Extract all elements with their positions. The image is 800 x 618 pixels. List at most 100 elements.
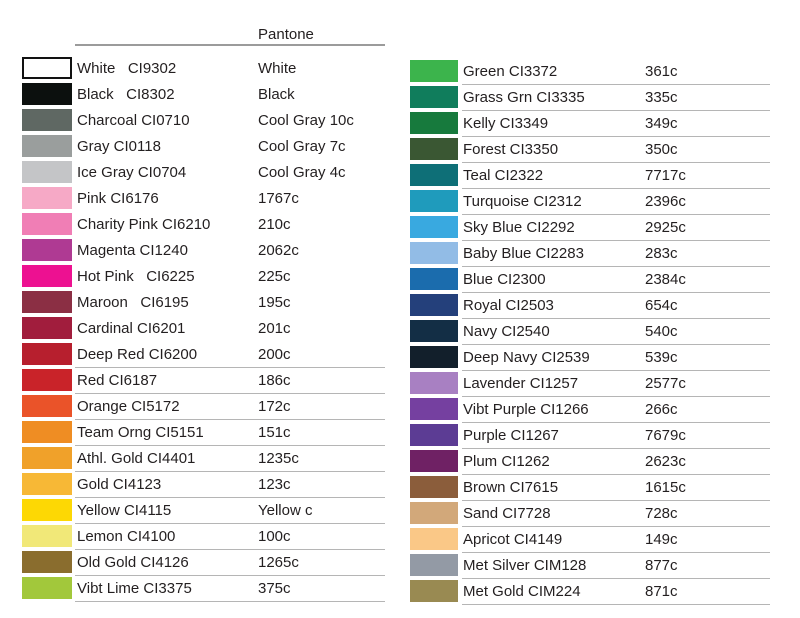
color-name-code: Cardinal CI6201 [77, 320, 186, 337]
pantone-value: 1615c [645, 479, 686, 496]
row-underline [462, 422, 770, 423]
row-underline [462, 526, 770, 527]
pantone-value: 100c [258, 528, 291, 545]
color-name-code: Magenta CI1240 [77, 242, 188, 259]
color-swatch [22, 551, 72, 573]
color-name-code: Baby Blue CI2283 [463, 245, 584, 262]
color-name-code: Orange CI5172 [77, 398, 180, 415]
color-name-code: Charcoal CI0710 [77, 112, 190, 129]
color-column-right: Green CI3372 361c Grass Grn CI3335 335c Kell… [410, 59, 770, 605]
pantone-value: 2396c [645, 193, 686, 210]
color-name-code: Met Silver CIM128 [463, 557, 587, 574]
pantone-value: 2384c [645, 271, 686, 288]
pantone-value: Cool Gray 7c [258, 138, 346, 155]
color-name-code: Plum CI1262 [463, 453, 550, 470]
color-swatch [410, 372, 458, 394]
row-underline [75, 471, 385, 472]
color-row-white: White CI9302 White [22, 56, 385, 82]
pantone-value: 200c [258, 346, 291, 363]
color-name-code: Vibt Lime CI3375 [77, 580, 192, 597]
color-swatch [22, 447, 72, 469]
pantone-value: 186c [258, 372, 291, 389]
pantone-value: 225c [258, 268, 291, 285]
color-swatch [410, 424, 458, 446]
row-underline [462, 344, 770, 345]
row-underline [462, 136, 770, 137]
pantone-value: 151c [258, 424, 291, 441]
pantone-value: 349c [645, 115, 678, 132]
row-underline [462, 370, 770, 371]
pantone-value: Yellow c [258, 502, 313, 519]
pantone-value: 149c [645, 531, 678, 548]
color-row-baby-blue: Baby Blue CI2283 283c [410, 241, 770, 267]
pantone-value: 335c [645, 89, 678, 106]
color-swatch [410, 60, 458, 82]
color-name-code: Blue CI2300 [463, 271, 546, 288]
color-swatch [410, 554, 458, 576]
row-underline [75, 445, 385, 446]
color-row-plum: Plum CI1262 2623c [410, 449, 770, 475]
color-row-teal: Teal CI2322 7717c [410, 163, 770, 189]
pantone-value: Black [258, 86, 295, 103]
color-swatch [22, 57, 72, 79]
row-underline [462, 214, 770, 215]
color-row-team-orng: Team Orng CI5151 151c [22, 420, 385, 446]
pantone-value: 1767c [258, 190, 299, 207]
color-swatch [22, 499, 72, 521]
color-row-deep-red: Deep Red CI6200 200c [22, 342, 385, 368]
row-underline [75, 523, 385, 524]
pantone-value: 210c [258, 216, 291, 233]
color-row-gold: Gold CI4123 123c [22, 472, 385, 498]
pantone-value: 123c [258, 476, 291, 493]
row-underline [462, 578, 770, 579]
color-name-code: Forest CI3350 [463, 141, 559, 158]
color-swatch [410, 190, 458, 212]
color-row-apricot: Apricot CI4149 149c [410, 527, 770, 553]
color-swatch [22, 109, 72, 131]
color-name-code: Lavender CI1257 [463, 375, 579, 392]
row-underline [462, 318, 770, 319]
color-name-code: Red CI6187 [77, 372, 158, 389]
color-swatch [22, 135, 72, 157]
color-row-vibt-purple: Vibt Purple CI1266 266c [410, 397, 770, 423]
color-swatch [410, 476, 458, 498]
pantone-value: White [258, 60, 297, 77]
row-underline [462, 110, 770, 111]
pantone-value: 7679c [645, 427, 686, 444]
color-swatch [22, 525, 72, 547]
color-row-purple: Purple CI1267 7679c [410, 423, 770, 449]
pantone-value: 654c [645, 297, 678, 314]
color-name-code: Pink CI6176 [77, 190, 159, 207]
pantone-value: 375c [258, 580, 291, 597]
color-swatch [410, 398, 458, 420]
color-row-athl-gold: Athl. Gold CI4401 1235c [22, 446, 385, 472]
color-swatch [22, 213, 72, 235]
color-swatch [22, 83, 72, 105]
color-swatch [22, 187, 72, 209]
pantone-value: Cool Gray 4c [258, 164, 346, 181]
pantone-value: Cool Gray 10c [258, 112, 354, 129]
row-underline [75, 393, 385, 394]
color-row-vibt-lime: Vibt Lime CI3375 375c [22, 576, 385, 602]
color-row-ice-gray: Ice Gray CI0704 Cool Gray 4c [22, 160, 385, 186]
color-swatch [410, 502, 458, 524]
pantone-value: 350c [645, 141, 678, 158]
row-underline [75, 549, 385, 550]
color-row-maroon: Maroon CI6195 195c [22, 290, 385, 316]
pantone-value: 871c [645, 583, 678, 600]
color-row-old-gold: Old Gold CI4126 1265c [22, 550, 385, 576]
pantone-value: 201c [258, 320, 291, 337]
color-row-brown: Brown CI7615 1615c [410, 475, 770, 501]
pantone-value: 7717c [645, 167, 686, 184]
pantone-value: 728c [645, 505, 678, 522]
row-underline [462, 500, 770, 501]
color-swatch [410, 216, 458, 238]
color-row-lemon: Lemon CI4100 100c [22, 524, 385, 550]
color-name-code: Teal CI2322 [463, 167, 544, 184]
pantone-value: 2623c [645, 453, 686, 470]
color-name-code: Kelly CI3349 [463, 115, 549, 132]
color-row-charity-pink: Charity Pink CI6210 210c [22, 212, 385, 238]
row-underline [462, 552, 770, 553]
pantone-value: 540c [645, 323, 678, 340]
